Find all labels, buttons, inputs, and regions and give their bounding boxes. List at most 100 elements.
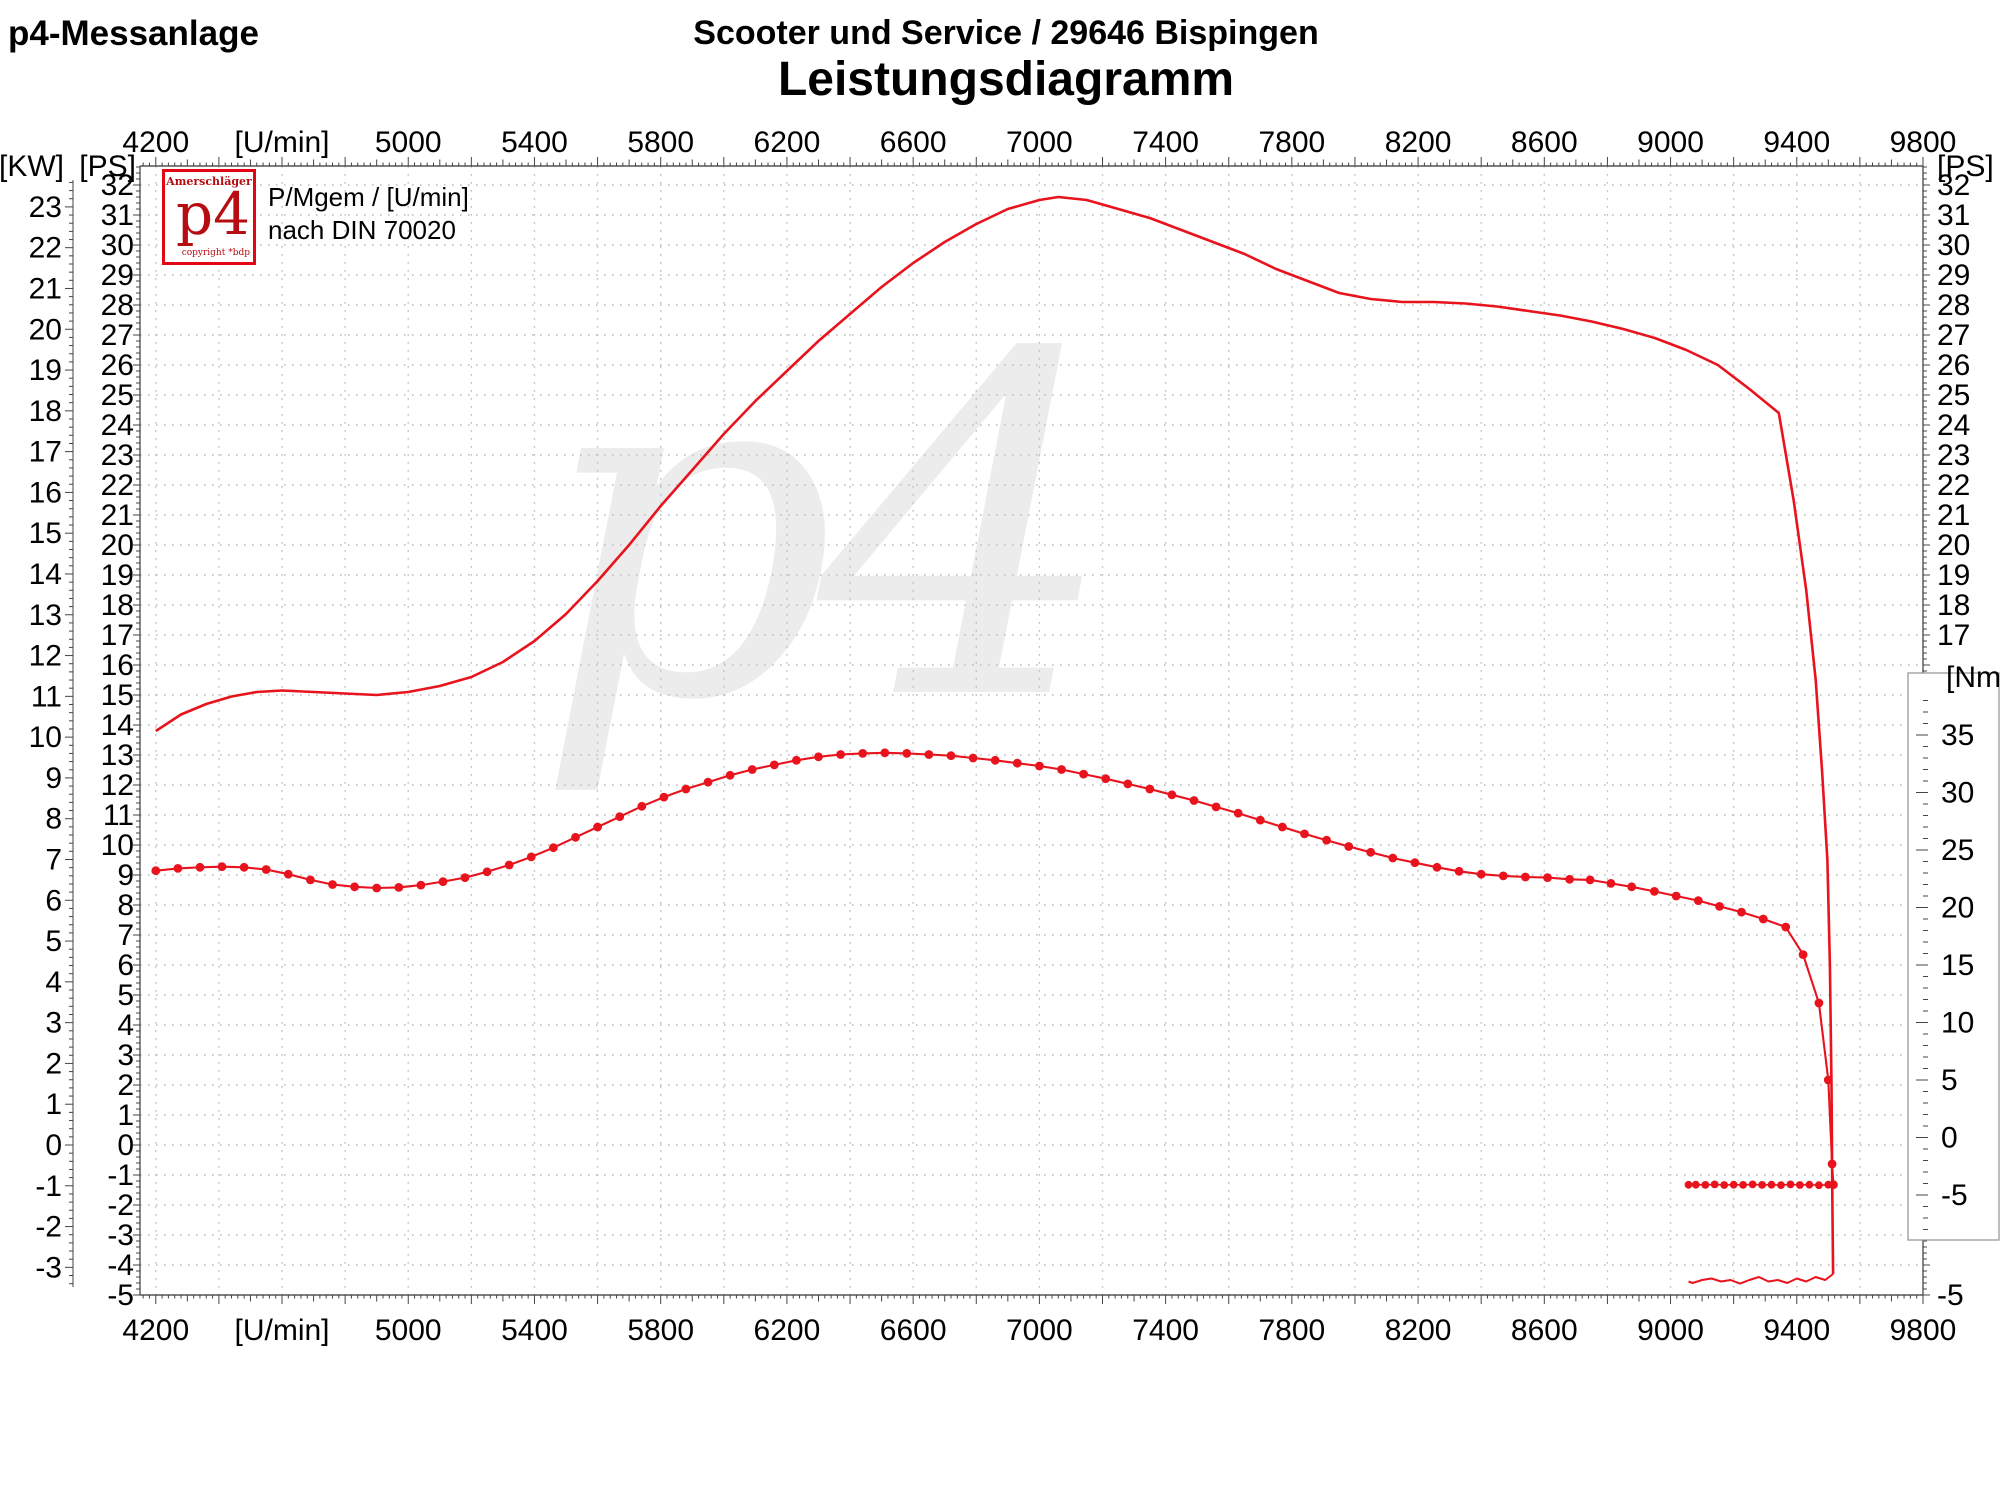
svg-text:2: 2	[117, 1069, 134, 1102]
svg-text:25: 25	[101, 379, 134, 412]
svg-text:-5: -5	[1941, 1179, 1968, 1212]
svg-text:0: 0	[1941, 1122, 1958, 1155]
svg-text:10: 10	[1941, 1007, 1974, 1040]
svg-text:4200: 4200	[122, 1314, 189, 1347]
svg-text:6200: 6200	[754, 126, 821, 159]
svg-text:12: 12	[101, 769, 134, 802]
svg-text:8: 8	[45, 803, 62, 836]
rpm-rulers	[133, 157, 1930, 1304]
svg-text:5000: 5000	[375, 126, 442, 159]
svg-text:-1: -1	[107, 1159, 134, 1192]
plot-frame	[139, 165, 1924, 1296]
svg-text:13: 13	[101, 739, 134, 772]
svg-text:25: 25	[1941, 834, 1974, 867]
svg-text:17: 17	[1937, 619, 1970, 652]
svg-text:16: 16	[101, 649, 134, 682]
svg-text:27: 27	[1937, 319, 1970, 352]
svg-text:6200: 6200	[754, 1314, 821, 1347]
svg-text:30: 30	[1941, 777, 1974, 810]
svg-text:0: 0	[45, 1129, 62, 1162]
svg-text:28: 28	[1937, 289, 1970, 322]
svg-text:10: 10	[101, 829, 134, 862]
svg-text:7000: 7000	[1006, 1314, 1073, 1347]
svg-text:17: 17	[101, 619, 134, 652]
svg-text:11: 11	[103, 799, 134, 832]
p4-watermark: p4	[535, 256, 1117, 803]
svg-text:30: 30	[1937, 229, 1970, 262]
drag-power-curve	[1688, 1273, 1834, 1285]
svg-text:21: 21	[29, 272, 62, 305]
svg-text:6600: 6600	[880, 126, 947, 159]
svg-text:9400: 9400	[1763, 126, 1830, 159]
svg-text:20: 20	[29, 313, 62, 346]
svg-text:9400: 9400	[1763, 1314, 1830, 1347]
svg-text:29: 29	[101, 259, 134, 292]
svg-text:12: 12	[29, 640, 62, 673]
svg-text:3: 3	[117, 1039, 134, 1072]
svg-text:8: 8	[117, 889, 134, 922]
ps-axis-left: [PS]323130292827262524232221201918171615…	[79, 150, 136, 1312]
chart-legend: P/Mgem / [U/min] nach DIN 70020	[268, 181, 469, 246]
svg-text:26: 26	[101, 349, 134, 382]
svg-text:9: 9	[117, 859, 134, 892]
svg-text:7: 7	[117, 919, 134, 952]
svg-text:10: 10	[29, 721, 62, 754]
grid	[140, 166, 1924, 1295]
svg-text:20: 20	[1937, 529, 1970, 562]
shop-title: Scooter und Service / 29646 Bispingen	[693, 14, 1319, 52]
svg-text:7800: 7800	[1258, 1314, 1325, 1347]
svg-text:14: 14	[101, 709, 134, 742]
svg-text:[KW]: [KW]	[0, 150, 64, 183]
svg-text:[PS]: [PS]	[1937, 150, 1994, 183]
svg-text:5: 5	[45, 925, 62, 958]
svg-text:15: 15	[1941, 949, 1974, 982]
svg-text:22: 22	[29, 232, 62, 265]
svg-text:-5: -5	[107, 1279, 134, 1312]
svg-text:6600: 6600	[880, 1314, 947, 1347]
svg-text:24: 24	[1937, 409, 1970, 442]
svg-text:23: 23	[1937, 439, 1970, 472]
legend-line-2: nach DIN 70020	[268, 214, 456, 245]
svg-text:-4: -4	[107, 1249, 134, 1282]
torque-curve	[151, 748, 1838, 1190]
x-axis-labels: 42004200[U/min][U/min]500050005400540058…	[122, 126, 1956, 1347]
svg-text:5800: 5800	[627, 1314, 694, 1347]
svg-text:31: 31	[1937, 199, 1970, 232]
svg-text:13: 13	[29, 599, 62, 632]
svg-text:28: 28	[101, 289, 134, 322]
svg-text:7800: 7800	[1258, 126, 1325, 159]
svg-text:32: 32	[101, 169, 134, 202]
svg-text:8200: 8200	[1385, 1314, 1452, 1347]
svg-text:8600: 8600	[1511, 1314, 1578, 1347]
svg-text:18: 18	[1937, 589, 1970, 622]
power-curve	[155, 195, 1835, 1275]
svg-text:9800: 9800	[1890, 126, 1957, 159]
svg-text:-5: -5	[1937, 1279, 1964, 1312]
svg-text:31: 31	[101, 199, 134, 232]
svg-text:[PS]: [PS]	[79, 150, 136, 183]
svg-text:5: 5	[1941, 1064, 1958, 1097]
svg-text:-2: -2	[35, 1211, 62, 1244]
svg-text:22: 22	[1937, 469, 1970, 502]
svg-text:7: 7	[45, 843, 62, 876]
svg-text:8600: 8600	[1511, 126, 1578, 159]
svg-text:2: 2	[45, 1047, 62, 1080]
svg-text:7000: 7000	[1006, 126, 1073, 159]
drag-torque-curve	[1684, 1180, 1833, 1190]
svg-text:[U/min]: [U/min]	[235, 126, 330, 159]
svg-text:20: 20	[1941, 892, 1974, 925]
p4-logo-icon: p4	[175, 180, 251, 248]
svg-text:0: 0	[117, 1129, 134, 1162]
svg-text:-2: -2	[107, 1189, 134, 1222]
svg-text:3: 3	[45, 1007, 62, 1040]
svg-text:9000: 9000	[1637, 1314, 1704, 1347]
svg-text:30: 30	[101, 229, 134, 262]
svg-text:11: 11	[31, 680, 62, 713]
svg-text:5800: 5800	[627, 126, 694, 159]
svg-text:15: 15	[29, 517, 62, 550]
svg-text:18: 18	[101, 589, 134, 622]
svg-text:6: 6	[45, 884, 62, 917]
svg-text:-1: -1	[35, 1170, 62, 1203]
